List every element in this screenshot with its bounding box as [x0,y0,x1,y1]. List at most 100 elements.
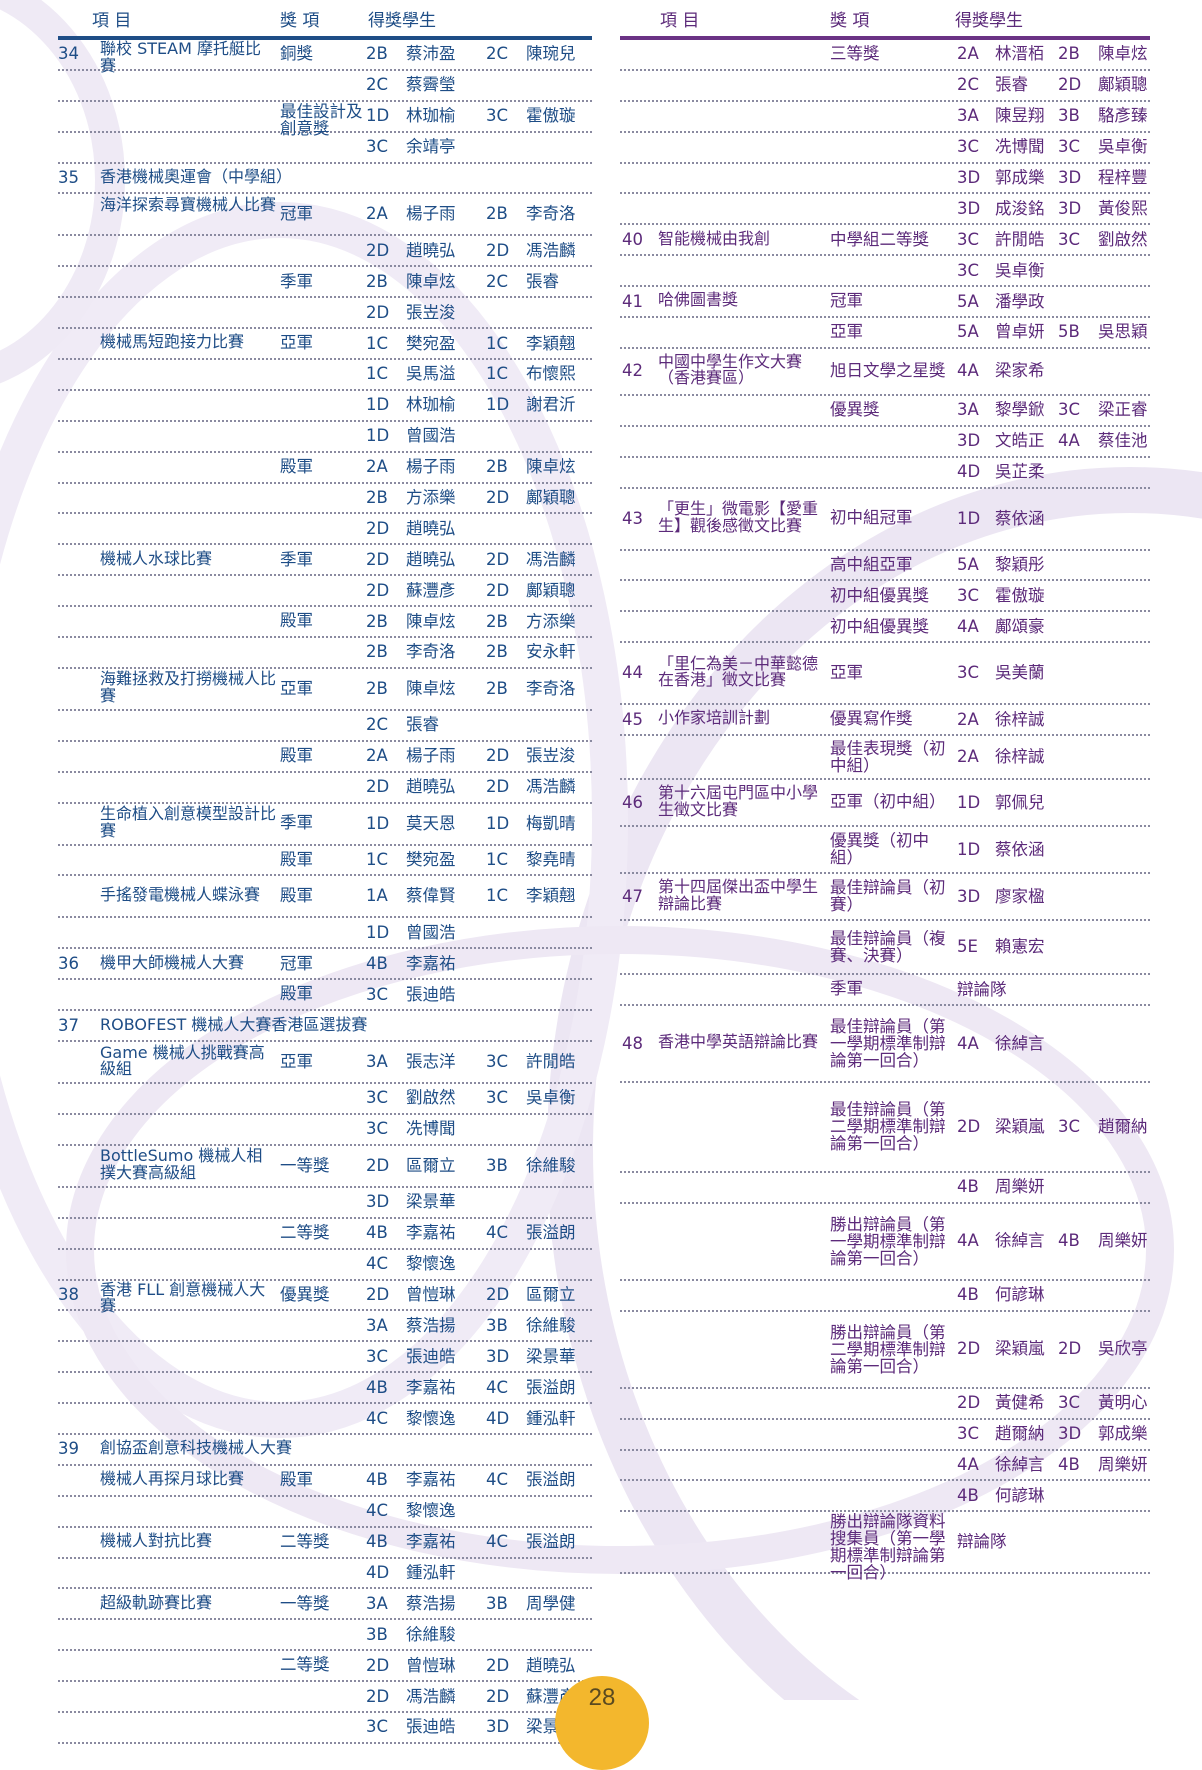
class-code: 4D [486,1408,510,1428]
award-row: 3C 冼博聞 [58,1115,592,1146]
award-row: 2C 蔡霽瑩 [58,71,592,102]
class-code: 2D [486,488,510,508]
class-code: 3C [366,1119,389,1139]
student-name: 曾國浩 [406,922,456,942]
student-name: 陳琬兒 [526,44,576,64]
award-row: 優異獎（初中組） 1D 蔡依涵 [620,827,1150,875]
award-row: 殿軍 2A 楊子雨 2D 張岦浚 [58,742,592,773]
award-row: 2D 蘇灃彥 2D 鄺穎聰 [58,576,592,608]
student-name: 林珈榆 [406,106,456,126]
award-row: 2D 馮浩麟 2D 蘇灃彥 [58,1682,592,1713]
student-name: 方添樂 [526,611,576,631]
award-name: 季軍 [830,979,863,999]
item-number: 38 [58,1284,79,1304]
class-code: 4A [1058,431,1080,451]
student-name: 張溢朗 [526,1470,576,1490]
student-name: 蘇灃彥 [406,580,456,600]
class-code: 3C [957,1424,980,1444]
award-row: 機械人再探月球比賽 殿軍 4B 李嘉祐 4C 張溢朗 [58,1466,592,1497]
award-row: 二等獎 2D 曾愷琳 2D 趙曉弘 [58,1651,592,1683]
student-name: 陳卓炫 [526,457,576,477]
student-name: 蔡依涵 [995,508,1045,528]
award-row: 4A 徐綽言 4B 周樂妍 [620,1451,1150,1482]
class-code: 2D [1058,1339,1082,1359]
award-row: 3B 徐維駿 [58,1620,592,1652]
class-code: 2D [366,549,390,569]
award-row: 3D 郭成樂 3D 程梓豐 [620,164,1150,195]
class-code: 1D [957,792,981,812]
item-number: 37 [58,1015,79,1035]
award-name: 亞軍 [830,322,863,342]
award-name: 初中組優異獎 [830,585,929,605]
student-name: 張迪皓 [406,1717,456,1737]
class-code: 3A [957,400,979,420]
award-row: 初中組優異獎 4A 鄺頌豪 [620,612,1150,644]
student-name: 吳馬溢 [406,364,456,384]
student-name: 區爾立 [526,1284,576,1304]
award-name: 殿軍 [280,886,313,906]
student-name: 李奇洛 [526,204,576,224]
class-code: 4B [957,1285,979,1305]
student-name: 霍傲璇 [995,585,1045,605]
item-number: 42 [622,361,643,381]
student-name: 劉啟然 [1098,229,1148,249]
student-name: 趙曉弘 [406,777,456,797]
student-name: 陳卓炫 [406,271,456,291]
student-name: 梁景華 [526,1346,576,1366]
award-row: 4B 何諺琳 [620,1281,1150,1312]
header-award: 獎 項 [830,11,870,31]
class-code: 3B [1058,106,1080,126]
student-name: 李嘉祐 [406,1532,456,1552]
class-code: 4B [366,1223,388,1243]
award-row: 三等獎 2A 林溍栢 2B 陳卓炫 [620,40,1150,71]
award-row: 2D 趙曉弘 [58,514,592,546]
class-code: 1D [957,839,981,859]
class-code: 2A [957,747,979,767]
class-code: 2A [957,44,979,64]
award-row: 勝出辯論員（第一學期標準制辯論第一回合） 4A 徐綽言 4B 周樂妍 [620,1204,1150,1281]
award-name: 亞軍 [280,678,313,698]
class-code: 4A [957,616,979,636]
award-name: 二等獎 [280,1531,330,1551]
award-row: 最佳辯論員（複賽、決賽） 5E 賴憲宏 [620,921,1150,976]
award-name: 殿軍 [280,611,313,631]
student-name: 李嘉祐 [406,1223,456,1243]
student-name: 黎懷逸 [406,1408,456,1428]
class-code: 3B [486,1593,508,1613]
award-name: 季軍 [280,271,313,291]
event-name: 智能機械由我創 [658,228,771,248]
student-name: 馮浩麟 [406,1686,456,1706]
award-row: 機械人對抗比賽 二等獎 4B 李嘉祐 4C 張溢朗 [58,1528,592,1559]
student-name: 何諺琳 [995,1485,1045,1505]
class-code: 2D [486,1284,510,1304]
award-name: 最佳辯論員（初賽） [830,878,946,915]
class-code: 1C [486,850,509,870]
class-code: 4D [957,462,981,482]
student-name: 鄺穎聰 [1098,75,1148,95]
class-code: 3D [1058,1424,1082,1444]
student-name: 黃俊熙 [1098,198,1148,218]
student-name: 楊子雨 [406,457,456,477]
student-name: 蔡霽瑩 [406,75,456,95]
item-number: 39 [58,1439,79,1459]
student-name: 鄺穎聰 [526,488,576,508]
event-name: 手搖發電機械人蝶泳賽 [100,885,261,905]
student-name: 楊子雨 [406,746,456,766]
item-number: 35 [58,168,79,187]
student-name: 郭成樂 [995,168,1045,187]
award-row: 43 「更生」微電影【愛重生】觀後感徵文比賽 初中組冠軍 1D 蔡依涵 [620,489,1150,551]
award-name: 一等獎 [280,1593,330,1613]
class-code: 2A [366,457,388,477]
class-code: 1D [486,813,510,833]
class-code: 3C [957,260,980,280]
class-code: 2B [486,204,508,224]
award-row: 亞軍 5A 曾卓妍 5B 吳思穎 [620,318,1150,349]
student-name: 黃健希 [995,1393,1045,1413]
class-code: 3C [486,106,509,126]
award-name: 勝出辯論員（第一學期標準制辯論第一回合） [830,1214,946,1268]
page-number-badge: 28 [555,1676,649,1770]
award-row: 1D 曾國浩 [58,422,592,453]
class-code: 3C [486,1052,509,1072]
class-code: 2B [486,642,508,662]
student-name: 蔡浩揚 [406,1593,456,1613]
